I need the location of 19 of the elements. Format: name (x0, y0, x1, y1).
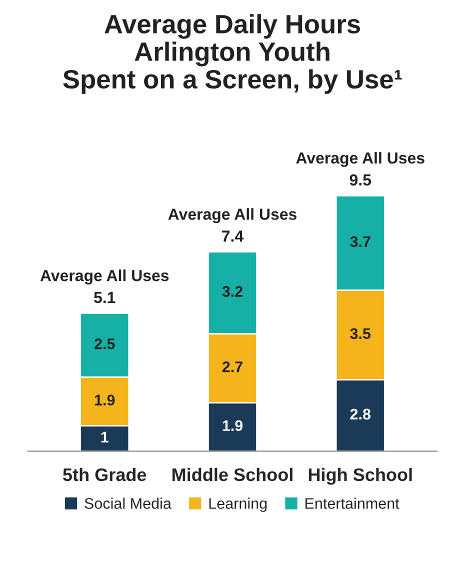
data-label: 2.7 (222, 361, 242, 372)
x-tick-label: Middle School (172, 468, 292, 482)
x-tick-label: 5th Grade (63, 468, 146, 482)
data-label: 3.5 (350, 328, 371, 340)
annotation: Average All Uses 5.1 (40, 270, 169, 304)
data-label: 2.8 (350, 408, 371, 420)
legend-label: Social Media (84, 498, 172, 509)
data-label: 3.7 (350, 236, 370, 248)
annotation: Average All Uses 7.4 (168, 208, 297, 242)
data-label: 1.9 (94, 394, 115, 406)
data-label: 2.5 (94, 338, 115, 350)
data-label: 1.9 (222, 420, 243, 432)
legend-label: Entertainment (305, 498, 400, 509)
data-label: 1 (101, 432, 108, 442)
legend-label: Learning (209, 498, 267, 512)
chart-title: Average Daily Hours Arlington Youth Spent on a Screen, by Use¹ (63, 14, 402, 94)
data-label: 3.2 (222, 286, 243, 297)
text: Average All Uses 9.5 (296, 152, 424, 186)
x-tick-label: High School (308, 468, 412, 485)
